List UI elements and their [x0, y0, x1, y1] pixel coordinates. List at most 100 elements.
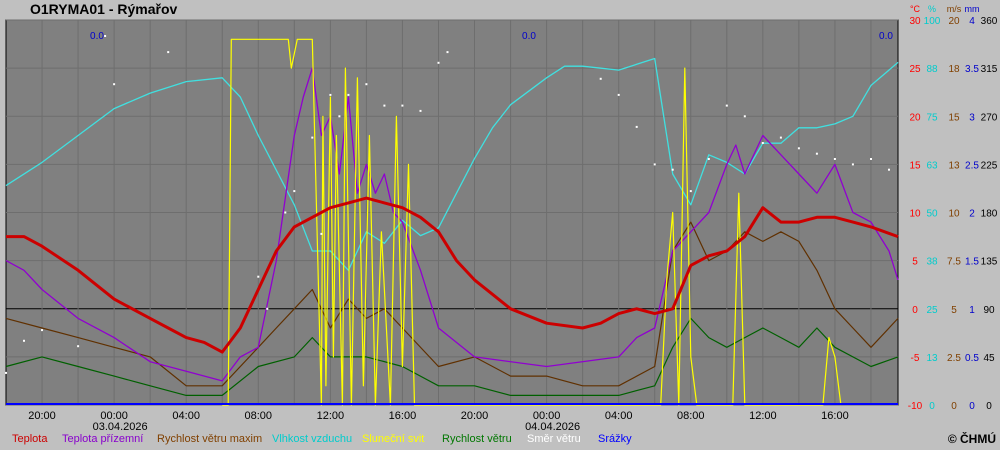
axis-tick-label: 1.5: [965, 257, 979, 268]
axis-tick-label: -5: [911, 353, 920, 364]
axis-tick-label: 20: [909, 112, 921, 123]
axis-tick-label: 10: [909, 209, 921, 220]
x-date-label: 04.04.2026: [525, 421, 580, 433]
axis-tick-label: 100: [924, 16, 941, 27]
x-tick-label: 20:00: [28, 410, 56, 422]
x-tick-label: 04:00: [605, 410, 633, 422]
wind-direction-point: [707, 158, 710, 160]
axis-tick-label: 0: [951, 401, 957, 412]
legend-item: Teplota: [12, 433, 48, 445]
axis-tick-label: 360: [981, 16, 998, 27]
x-tick-label: 12:00: [749, 410, 777, 422]
wind-direction-point: [617, 93, 620, 96]
wind-direction-point: [401, 104, 404, 107]
axis-tick-label: 0: [929, 401, 935, 412]
wind-direction-point: [284, 211, 287, 214]
wind-direction-point: [293, 190, 296, 193]
wind-direction-point: [689, 190, 692, 193]
wind-direction-point: [104, 35, 107, 37]
axis-tick-label: 3: [969, 112, 975, 123]
series-ground-temp-line: [5, 67, 899, 382]
axis-tick-label: 5: [951, 305, 957, 316]
axis-tick-label: 75: [926, 112, 938, 123]
wind-direction-point: [446, 51, 449, 54]
wind-direction-point: [437, 61, 440, 64]
wind-direction-point: [653, 163, 656, 166]
axis-unit-label: °C: [910, 4, 921, 14]
axis-tick-label: 15: [948, 112, 960, 123]
axis-tick-label: 13: [926, 353, 938, 364]
legend-item: Směr větru: [527, 433, 581, 445]
axis-tick-label: 38: [926, 257, 938, 268]
axis-tick-label: 0.5: [965, 353, 979, 364]
legend-item: Vlhkost vzduchu: [272, 433, 353, 445]
wind-direction-point: [41, 329, 43, 332]
axis-tick-label: 25: [926, 305, 938, 316]
axis-tick-label: 30: [909, 16, 921, 27]
wind-direction-point: [761, 142, 764, 144]
wind-direction-point: [338, 115, 341, 118]
x-date-label: 03.04.2026: [93, 421, 148, 433]
wind-direction-point: [779, 136, 782, 139]
legend-item: Rychlost větru maxim: [157, 433, 263, 445]
precip-total-label: 0.0: [522, 31, 536, 42]
wind-direction-point: [77, 345, 80, 348]
axis-tick-label: 3.5: [965, 64, 979, 75]
wind-direction-point: [419, 109, 422, 112]
wind-direction-point: [815, 152, 818, 155]
axis-tick-label: 50: [926, 209, 938, 220]
wind-direction-point: [23, 339, 25, 342]
precip-total-label: 0.0: [90, 31, 104, 42]
wind-direction-point: [833, 158, 836, 160]
axis-tick-label: 4: [969, 16, 975, 27]
wind-direction-point: [888, 168, 890, 171]
series-sunshine-line: [222, 38, 842, 406]
axis-tick-label: 0: [969, 401, 975, 412]
x-tick-label: 12:00: [317, 410, 345, 422]
axis-tick-label: 315: [981, 64, 998, 75]
axis-unit-label: m/s: [947, 4, 962, 14]
axis-tick-label: 63: [926, 160, 938, 171]
axis-unit-label: %: [928, 4, 936, 14]
series-wind-line: [5, 317, 899, 396]
wind-direction-point: [725, 104, 728, 107]
wind-direction-point: [5, 371, 7, 374]
x-tick-label: 08:00: [245, 410, 273, 422]
copyright-label: © ČHMÚ: [947, 432, 996, 446]
axis-tick-label: 2.5: [965, 160, 979, 171]
wind-direction-point: [347, 93, 350, 96]
axis-tick-label: 2.5: [947, 353, 961, 364]
axis-tick-label: 0: [912, 305, 918, 316]
x-tick-label: 08:00: [677, 410, 705, 422]
wind-direction-point: [635, 125, 638, 128]
legend-item: Teplota přízemní: [62, 433, 144, 445]
x-tick-label: 00:00: [533, 410, 561, 422]
series-wind-max-line: [5, 221, 899, 387]
wind-direction-point: [383, 104, 386, 107]
legend-item: Rychlost větru: [442, 433, 512, 445]
axis-tick-label: 25: [909, 64, 921, 75]
axis-tick-label: 225: [981, 160, 998, 171]
legend-item: Srážky: [598, 433, 632, 445]
axis-tick-label: 20: [948, 16, 960, 27]
wind-direction-point: [743, 115, 746, 118]
axis-tick-label: 270: [981, 112, 998, 123]
precip-total-label: 0.0: [879, 31, 893, 42]
axis-tick-label: 15: [909, 160, 921, 171]
wind-direction-point: [113, 83, 116, 86]
axis-tick-label: 7.5: [947, 257, 961, 268]
x-tick-label: 16:00: [389, 410, 417, 422]
x-tick-label: 04:00: [172, 410, 200, 422]
x-tick-label: 16:00: [821, 410, 849, 422]
wind-direction-point: [257, 275, 260, 278]
wind-direction-point: [599, 77, 602, 80]
axis-tick-label: 18: [948, 64, 960, 75]
axis-tick-label: 180: [981, 209, 998, 220]
axis-tick-label: 10: [948, 209, 960, 220]
series-temperature-line: [6, 196, 899, 354]
axis-tick-label: 45: [983, 353, 995, 364]
wind-direction-point: [870, 158, 872, 160]
axis-tick-label: -10: [908, 401, 923, 412]
wind-direction-point: [329, 93, 332, 96]
